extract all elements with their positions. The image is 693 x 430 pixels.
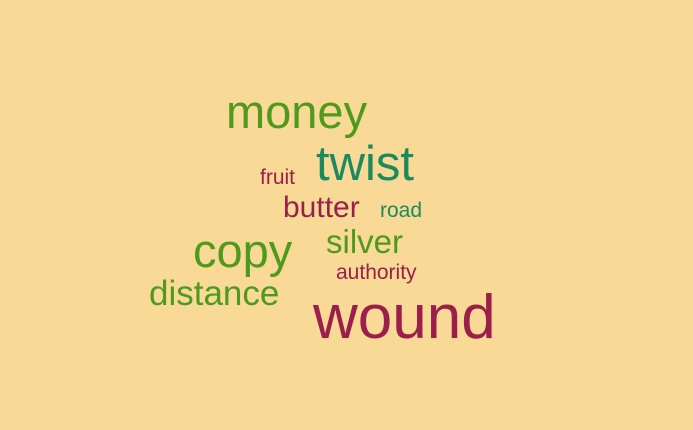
word-butter: butter [283,191,360,224]
word-road: road [380,199,423,222]
word-silver: silver [326,223,404,260]
word-twist: twist [316,137,414,191]
word-fruit: fruit [260,166,296,189]
word-copy: copy [193,224,293,277]
word-distance: distance [149,274,280,313]
word-money: money [226,85,368,138]
word-authority: authority [336,261,417,284]
word-wound: wound [313,283,496,352]
